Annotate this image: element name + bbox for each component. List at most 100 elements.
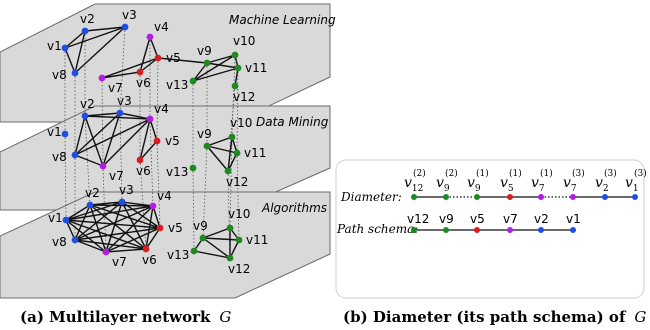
path-schema-node-label-1: v12 [407,212,429,226]
edge-v9-v12-layer2 [206,145,229,172]
edge-v2-v5-layer3 [89,204,161,229]
diameter-node-3 [474,194,480,200]
layer-title-machine-learning: Machine Learning [229,13,336,27]
edge-v10-v12-layer2 [227,136,233,172]
edge-v1-v6-layer3 [65,219,147,250]
caption-b-text: (b) Diameter (its path schema) of [343,308,627,326]
layer-title-data-mining: Data Mining [256,115,329,129]
node-label-v9-layer3: v9 [193,219,208,233]
edge-v2-v8-layer2 [74,115,86,156]
node-v1-layer2 [61,130,69,138]
edge-v6-v8-layer3 [74,239,147,250]
node-v12-layer2 [224,167,232,175]
interlayer-link-v11-1 [236,67,239,154]
node-label-v7-layer2: v7 [109,169,124,183]
edge-v4-v5-layer3 [152,205,161,229]
diameter-node-layer-5: (1) [540,168,553,179]
node-label-v5-layer1: v5 [166,51,181,65]
node-label-v11-layer3: v11 [246,233,268,247]
node-v10-layer2 [228,133,236,141]
edge-v9-v10-layer2 [206,136,233,147]
node-label-v7-layer1: v7 [108,81,123,95]
node-label-v8-layer1: v8 [52,68,67,82]
node-label-v4-layer3: v4 [157,189,172,203]
node-label-v4-layer2: v4 [154,102,169,116]
path-schema-node-2 [443,227,449,233]
interlayer-link-v1-2 [64,133,67,221]
node-v1-layer1 [61,44,69,52]
node-v10-layer3 [226,224,234,232]
diameter-node-8 [632,194,638,200]
node-v13-layer2 [189,164,197,172]
edge-v4-v7-layer2 [102,118,151,167]
diameter-node-label-5: v7 [531,175,545,194]
edge-v2-v4-layer2 [84,115,151,120]
node-label-v7-layer3: v7 [112,255,127,269]
diameter-node-1 [411,194,417,200]
edge-v1-v7-layer3 [65,219,107,253]
diameter-node-layer-8: (3) [634,168,647,179]
edge-v4-v6-layer3 [145,205,154,250]
path-schema-node-1 [411,227,417,233]
edge-v4-v5-layer1 [149,36,159,59]
edge-v11-v13-layer1 [192,67,239,82]
node-v2-layer3 [86,201,94,209]
edge-v3-v5-layer3 [121,201,161,229]
edge-v1-v2-layer1 [64,30,86,49]
edge-v1-v3-layer1 [64,26,126,49]
diameter-node-6 [570,194,576,200]
node-v13-layer3 [190,247,198,255]
node-label-v9-layer1: v9 [197,44,212,58]
interlayer-link-v11-2 [236,152,240,241]
node-label-v8-layer2: v8 [52,150,67,164]
node-label-v1-layer3: v1 [48,211,63,225]
layer-plane-2 [0,105,331,211]
edge-v5-v6-layer3 [145,227,161,250]
edge-v5-v6-layer2 [139,140,158,161]
diameter-node-layer-4: (1) [509,168,522,179]
edge-v6-v7-layer3 [105,248,147,253]
multilayer-network-panel: v1 v2 v3 v4 v5 v6 v7 v8 v9 v10 v11 v12 v13 v1 v2 v3 v4 v5… [0,3,336,299]
node-v6-layer2 [136,156,144,164]
path-schema-node-label-4: v7 [503,212,518,226]
node-label-v3-layer3: v3 [119,183,134,197]
edge-v9-v10-layer1 [206,54,236,64]
diameter-node-label-4: v5 [500,175,514,194]
edge-v5-v7-layer3 [105,227,161,253]
edge-v5-v6-layer1 [139,57,159,73]
diameter-node-2 [443,194,449,200]
edge-v9-v11-layer2 [206,145,238,154]
node-label-v2-layer2: v2 [80,97,95,111]
edge-v3-v7-layer2 [102,112,121,167]
edge-v4-v5-layer2 [149,118,158,142]
diameter-node-7 [602,194,608,200]
node-label-v1-layer1: v1 [47,39,62,53]
diameter-node-label-8: v1 [625,175,639,194]
edge-v12-v13-layer3 [193,250,231,259]
node-v7-layer1 [98,74,106,82]
node-v7-layer3 [102,248,110,256]
edge-v4-v6-layer1 [139,36,151,73]
interlayer-link-v5-2 [156,140,161,229]
node-v8-layer3 [71,236,79,244]
node-label-v10-layer2: v10 [230,116,252,130]
node-label-v2-layer1: v2 [80,12,95,26]
edge-v2-v8-layer3 [74,204,91,241]
node-v2-layer2 [81,112,89,120]
edge-v9-v10-layer3 [202,227,231,239]
node-label-v13-layer2: v13 [166,165,188,179]
edge-v1-v8-layer1 [64,47,76,74]
interlayer-link-v4-2 [149,118,154,207]
edge-v3-v8-layer1 [74,26,126,74]
diameter-node-layer-3: (1) [476,168,489,179]
diameter-node-layer-7: (3) [604,168,617,179]
node-label-v6-layer3: v6 [142,253,157,267]
path-schema-node-3 [474,227,480,233]
node-v6-layer3 [142,245,150,253]
edge-v3-v8-layer2 [74,112,121,156]
interlayer-link-v2-2 [84,115,91,206]
node-v10-layer1 [231,51,239,59]
path-schema-node-label-3: v5 [470,212,485,226]
node-v4-layer2 [146,115,154,123]
node-v11-layer2 [233,149,241,157]
